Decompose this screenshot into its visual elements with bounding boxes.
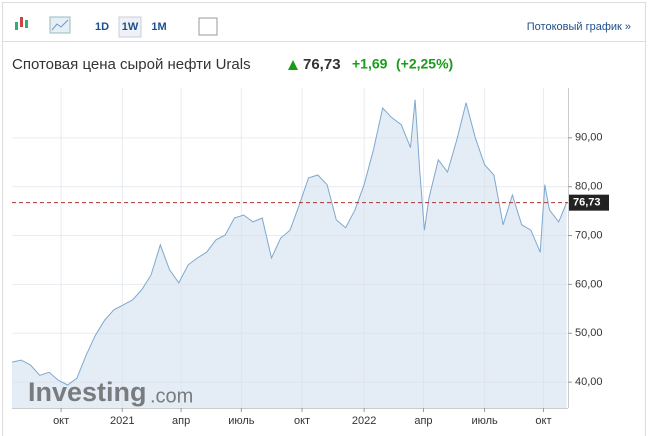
- x-tick-label: окт: [294, 415, 310, 427]
- y-tick-label: 90,00: [575, 132, 603, 144]
- chart-title: Спотовая цена сырой нефти Urals: [12, 56, 251, 73]
- last-price-label: 76,73: [573, 197, 601, 209]
- watermark: Investing: [28, 377, 147, 407]
- table-icon[interactable]: [198, 17, 218, 36]
- x-tick-label: 2021: [110, 415, 134, 427]
- range-button[interactable]: 1W: [122, 21, 139, 33]
- change: +1,69: [352, 56, 388, 72]
- candle-icon[interactable]: [15, 17, 28, 30]
- area: [12, 99, 567, 408]
- range-button[interactable]: 1M: [151, 21, 166, 33]
- x-tick-label: окт: [53, 415, 69, 427]
- y-tick-label: 60,00: [575, 278, 603, 290]
- up-arrow: [288, 60, 298, 70]
- area-icon-line: [51, 19, 69, 31]
- y-tick-label: 40,00: [575, 376, 603, 388]
- x-tick-label: апр: [414, 415, 432, 427]
- price-line: [11, 99, 568, 386]
- x-tick-label: июль: [471, 415, 498, 427]
- range-button-active: [118, 16, 142, 38]
- price: 76,73: [303, 56, 341, 73]
- x-tick-label: окт: [535, 415, 551, 427]
- stream-link[interactable]: Потоковый график »: [527, 21, 631, 33]
- y-tick-label: 80,00: [575, 181, 603, 193]
- x-tick-label: апр: [172, 415, 190, 427]
- y-tick-label: 70,00: [575, 229, 603, 241]
- last-price-box: [569, 194, 609, 211]
- x-tick-label: июль: [228, 415, 255, 427]
- watermark: .com: [150, 385, 193, 407]
- change-pct: (+2,25%): [396, 56, 453, 72]
- range-button[interactable]: 1D: [95, 21, 109, 33]
- area-icon[interactable]: [49, 16, 71, 34]
- x-tick-label: 2022: [352, 415, 376, 427]
- y-tick-label: 50,00: [575, 327, 603, 339]
